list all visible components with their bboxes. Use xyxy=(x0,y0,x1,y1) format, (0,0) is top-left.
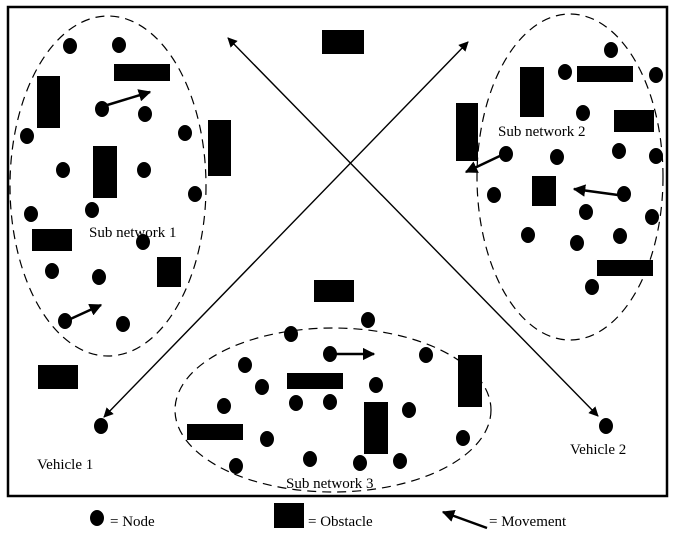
obstacle xyxy=(364,402,388,454)
obstacle xyxy=(114,64,170,81)
obstacle xyxy=(37,76,60,128)
node xyxy=(617,186,631,202)
legend-movement-label: = Movement xyxy=(489,514,567,530)
node xyxy=(116,316,130,332)
obstacle xyxy=(614,110,654,132)
node xyxy=(95,101,109,117)
subnetwork-2-label: Sub network 2 xyxy=(498,124,586,140)
obstacle xyxy=(32,229,72,251)
node xyxy=(137,162,151,178)
node xyxy=(487,187,501,203)
node xyxy=(521,227,535,243)
vehicle-1-node xyxy=(94,418,108,434)
vehicle-1-label: Vehicle 1 xyxy=(37,457,93,473)
node xyxy=(92,269,106,285)
movement-arrow xyxy=(103,89,152,108)
node xyxy=(649,148,663,164)
obstacle xyxy=(520,67,544,117)
obstacle xyxy=(208,120,231,176)
obstacles xyxy=(32,30,654,454)
node xyxy=(24,206,38,222)
legend-obstacle-icon xyxy=(274,503,304,528)
node xyxy=(649,67,663,83)
legend: = Node = Obstacle = Movement xyxy=(90,503,567,530)
node xyxy=(369,377,383,393)
legend-movement-icon xyxy=(441,509,488,530)
node xyxy=(217,398,231,414)
diagram-frame xyxy=(6,5,669,498)
obstacle xyxy=(597,260,653,276)
node xyxy=(323,394,337,410)
movement-arrow xyxy=(464,152,505,174)
node xyxy=(576,105,590,121)
movement-arrow xyxy=(65,303,103,323)
node xyxy=(45,263,59,279)
node xyxy=(323,346,337,362)
node xyxy=(585,279,599,295)
node xyxy=(402,402,416,418)
node xyxy=(136,234,150,250)
subnetwork-1-label: Sub network 1 xyxy=(89,225,177,241)
node xyxy=(303,451,317,467)
node xyxy=(178,125,192,141)
node xyxy=(238,357,252,373)
legend-node-icon xyxy=(90,510,104,526)
node xyxy=(284,326,298,342)
node xyxy=(393,453,407,469)
node xyxy=(56,162,70,178)
node xyxy=(612,143,626,159)
obstacle xyxy=(577,66,633,82)
node xyxy=(20,128,34,144)
node xyxy=(456,430,470,446)
vehicle-2-node xyxy=(599,418,613,434)
node xyxy=(260,431,274,447)
vehicle-2-trajectory xyxy=(227,37,599,417)
node xyxy=(63,38,77,54)
node xyxy=(138,106,152,122)
obstacle xyxy=(456,103,478,161)
obstacle xyxy=(93,146,117,198)
node xyxy=(419,347,433,363)
node xyxy=(499,146,513,162)
node xyxy=(289,395,303,411)
obstacle xyxy=(38,365,78,389)
obstacle xyxy=(187,424,243,440)
node xyxy=(645,209,659,225)
node xyxy=(361,312,375,328)
node xyxy=(112,37,126,53)
node xyxy=(604,42,618,58)
legend-obstacle-label: = Obstacle xyxy=(308,514,373,530)
node xyxy=(613,228,627,244)
node xyxy=(579,204,593,220)
movement-arrow xyxy=(572,184,619,197)
obstacle xyxy=(322,30,364,54)
obstacle xyxy=(532,176,556,206)
node xyxy=(570,235,584,251)
movement-arrows xyxy=(65,89,619,361)
obstacle xyxy=(157,257,181,287)
node xyxy=(58,313,72,329)
node xyxy=(229,458,243,474)
nodes xyxy=(20,37,663,474)
vehicle-2-label: Vehicle 2 xyxy=(570,442,626,458)
obstacle xyxy=(287,373,343,389)
node xyxy=(558,64,572,80)
subnetwork-3-label: Sub network 3 xyxy=(286,476,374,492)
legend-node-label: = Node xyxy=(110,514,155,530)
node xyxy=(188,186,202,202)
node xyxy=(353,455,367,471)
node xyxy=(85,202,99,218)
subnetwork-2-boundary xyxy=(476,13,664,341)
obstacle xyxy=(314,280,354,302)
obstacle xyxy=(458,355,482,407)
node xyxy=(255,379,269,395)
node xyxy=(550,149,564,165)
